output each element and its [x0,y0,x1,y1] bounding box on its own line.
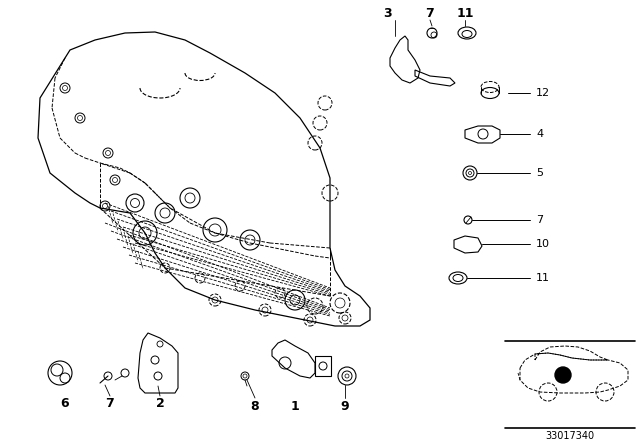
Text: 12: 12 [536,88,550,98]
Text: 10: 10 [536,239,550,249]
Text: 7: 7 [106,396,115,409]
Text: 2: 2 [156,396,164,409]
Text: 7: 7 [426,7,435,20]
Text: 11: 11 [536,273,550,283]
Text: 4: 4 [536,129,543,139]
Text: 5: 5 [536,168,543,178]
Text: 7: 7 [536,215,543,225]
Text: 1: 1 [291,400,300,413]
Circle shape [555,367,571,383]
Text: 9: 9 [340,400,349,413]
Text: 33017340: 33017340 [545,431,595,441]
Text: 3: 3 [384,7,392,20]
Text: 6: 6 [61,396,69,409]
Text: 8: 8 [251,400,259,413]
Bar [315,356,331,376]
Text: 11: 11 [456,7,474,20]
